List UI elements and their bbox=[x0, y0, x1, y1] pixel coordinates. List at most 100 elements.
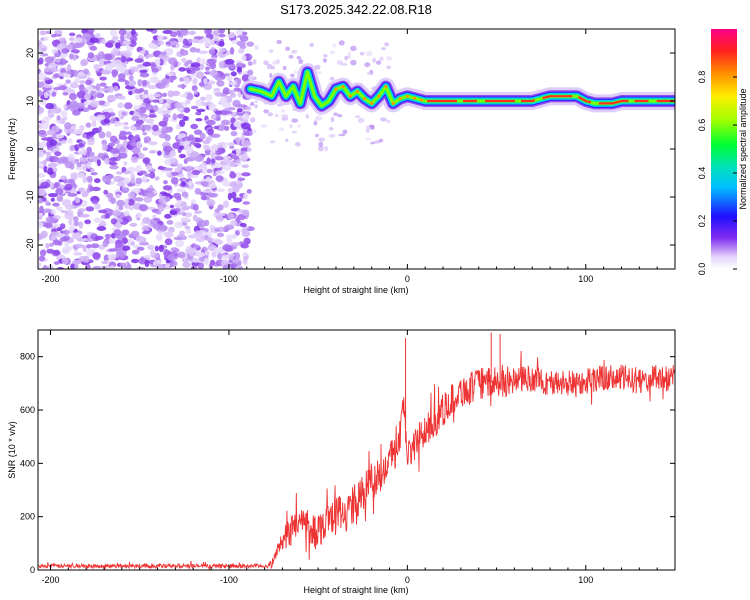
noise-blob bbox=[338, 40, 345, 46]
noise-blob bbox=[236, 108, 243, 113]
noise-blob bbox=[215, 110, 223, 115]
noise-blob bbox=[64, 122, 72, 130]
noise-blob bbox=[45, 202, 52, 206]
noise-blob bbox=[96, 72, 102, 77]
noise-blob bbox=[364, 137, 372, 141]
noise-blob bbox=[290, 73, 295, 78]
noise-blob bbox=[54, 30, 63, 35]
noise-blob bbox=[214, 156, 224, 161]
noise-blob bbox=[78, 256, 87, 262]
noise-blob bbox=[191, 85, 198, 92]
noise-blob bbox=[38, 129, 47, 135]
noise-blob bbox=[233, 87, 241, 92]
noise-blob bbox=[81, 190, 89, 198]
noise-blob bbox=[152, 99, 160, 103]
noise-blob bbox=[224, 125, 230, 131]
noise-blob bbox=[85, 122, 92, 128]
noise-blob bbox=[83, 68, 90, 75]
noise-blob bbox=[59, 156, 69, 163]
colorbar-tick-label: 0.0 bbox=[697, 263, 707, 276]
noise-blob bbox=[123, 50, 132, 58]
noise-blob bbox=[242, 201, 251, 205]
noise-blob bbox=[372, 57, 376, 63]
noise-blob bbox=[192, 257, 200, 263]
noise-blob bbox=[57, 240, 63, 246]
noise-blob bbox=[294, 142, 301, 147]
snr-series bbox=[38, 332, 675, 570]
noise-blob bbox=[116, 95, 126, 100]
snr-y-ticks: 0 200 400 600 800 bbox=[20, 352, 675, 575]
noise-blob bbox=[171, 151, 177, 157]
noise-blob bbox=[235, 103, 244, 108]
noise-blob bbox=[241, 164, 249, 168]
noise-blob bbox=[142, 147, 148, 151]
noise-blob bbox=[94, 92, 103, 98]
spectrogram-ytick-label: -20 bbox=[25, 238, 35, 251]
noise-blob bbox=[282, 65, 287, 71]
noise-blob bbox=[168, 226, 175, 233]
noise-blob bbox=[229, 172, 237, 179]
noise-blob bbox=[156, 82, 166, 89]
noise-blob bbox=[313, 120, 318, 126]
ridge-peak bbox=[370, 101, 374, 105]
noise-blob bbox=[176, 211, 184, 215]
noise-blob bbox=[112, 59, 123, 67]
noise-blob bbox=[179, 119, 186, 127]
noise-blob bbox=[124, 102, 133, 110]
noise-blob bbox=[123, 125, 130, 130]
noise-blob bbox=[174, 167, 181, 173]
noise-blob bbox=[212, 30, 220, 36]
noise-blob bbox=[218, 29, 225, 34]
noise-blob bbox=[145, 164, 153, 171]
noise-blob bbox=[243, 237, 251, 245]
noise-blob bbox=[196, 57, 202, 63]
noise-blob bbox=[206, 199, 216, 207]
noise-blob bbox=[72, 54, 77, 61]
noise-blob bbox=[148, 150, 156, 154]
noise-blob bbox=[170, 177, 179, 185]
noise-blob bbox=[89, 185, 94, 192]
noise-blob bbox=[205, 66, 210, 71]
noise-blob bbox=[173, 236, 183, 241]
noise-blob bbox=[161, 51, 167, 56]
noise-blob bbox=[77, 208, 86, 213]
noise-blob bbox=[227, 187, 234, 194]
noise-blob bbox=[226, 234, 232, 241]
noise-blob bbox=[78, 143, 85, 148]
noise-blob bbox=[206, 157, 211, 165]
noise-blob bbox=[72, 216, 79, 222]
noise-blob bbox=[328, 133, 336, 138]
noise-blob bbox=[154, 58, 161, 66]
noise-blob bbox=[194, 230, 203, 237]
noise-blob bbox=[79, 156, 87, 163]
noise-blob bbox=[79, 213, 90, 218]
noise-blob bbox=[130, 135, 137, 142]
noise-blob bbox=[180, 181, 186, 187]
noise-blob bbox=[61, 257, 69, 265]
noise-blob bbox=[195, 236, 206, 243]
noise-blob bbox=[81, 238, 89, 242]
noise-blob bbox=[99, 76, 107, 81]
noise-blob bbox=[150, 249, 156, 257]
noise-blob bbox=[114, 120, 121, 127]
noise-blob bbox=[123, 170, 132, 175]
noise-blob bbox=[75, 198, 81, 204]
snr-line bbox=[38, 350, 675, 570]
noise-blob bbox=[115, 205, 121, 211]
noise-blob bbox=[219, 212, 226, 217]
colorbar: 0.0 0.2 0.4 0.6 0.8 Normalized spectral ampl… bbox=[697, 29, 748, 275]
noise-blob bbox=[109, 265, 115, 269]
noise-blob bbox=[123, 210, 130, 217]
noise-blob bbox=[96, 226, 107, 231]
noise-blob bbox=[164, 134, 171, 142]
colorbar-tick-label: 0.6 bbox=[697, 119, 707, 132]
noise-blob bbox=[162, 153, 173, 159]
noise-blob bbox=[108, 142, 115, 147]
noise-blob bbox=[164, 238, 173, 246]
noise-blob bbox=[188, 30, 196, 35]
noise-blob bbox=[177, 133, 187, 139]
noise-blob bbox=[164, 147, 171, 156]
noise-blob bbox=[153, 263, 164, 269]
noise-blob bbox=[44, 56, 55, 64]
